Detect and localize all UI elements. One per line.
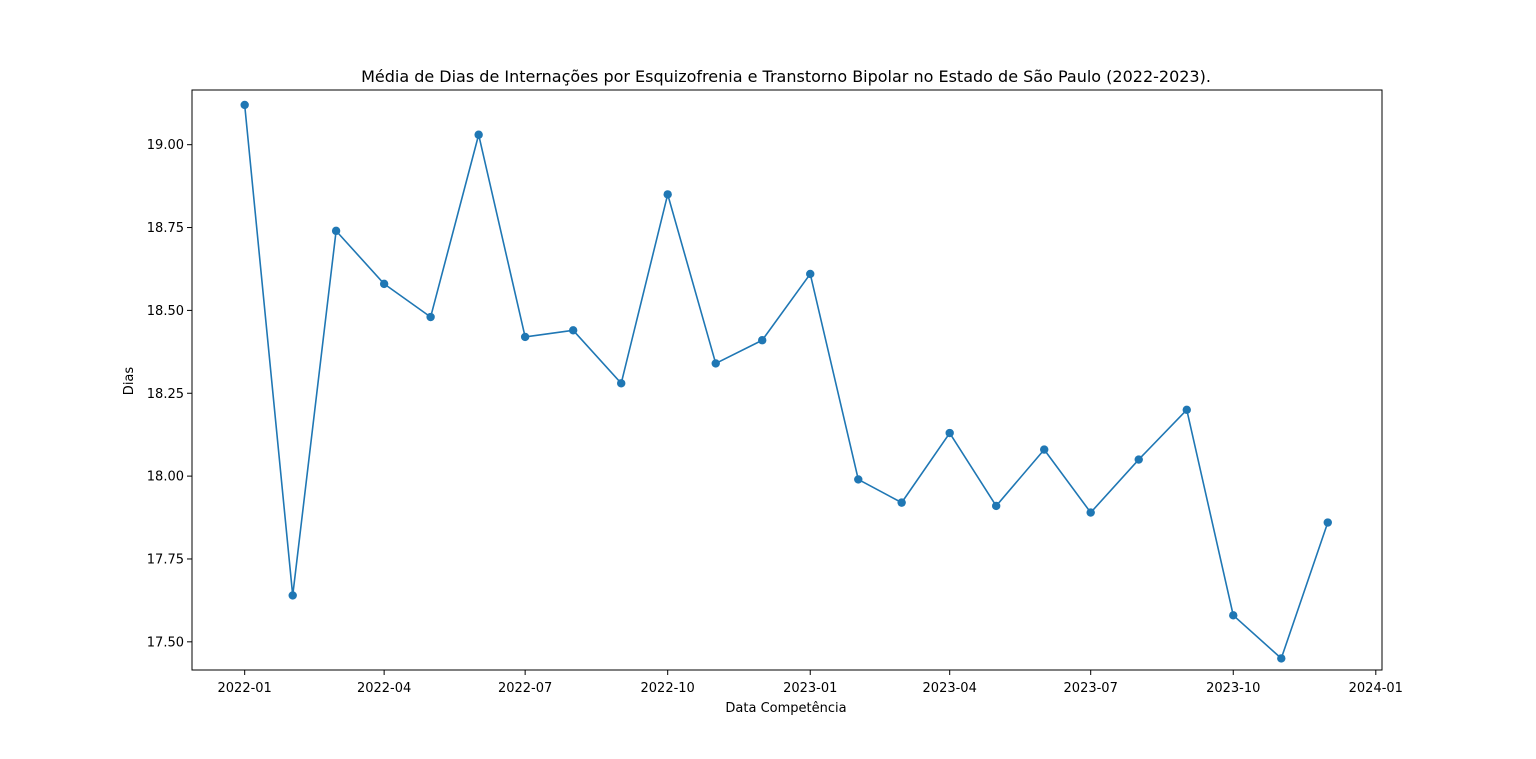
data-point [1134, 455, 1143, 464]
series-layer [240, 100, 1332, 663]
data-point [897, 498, 906, 507]
y-tick-label: 18.50 [147, 304, 184, 319]
x-tick-label: 2024-01 [1349, 681, 1403, 696]
y-tick-label: 19.00 [147, 138, 184, 153]
x-tick-label: 2022-07 [498, 681, 552, 696]
data-point [1277, 654, 1286, 663]
chart-title: Média de Dias de Internações por Esquizo… [361, 67, 1211, 86]
data-point [1182, 405, 1191, 415]
y-tick-label: 18.75 [147, 221, 184, 236]
series-line [243, 104, 1329, 660]
y-tick-label: 17.75 [147, 552, 184, 567]
data-point [1040, 445, 1049, 454]
data-point [1086, 508, 1095, 517]
data-point [758, 336, 767, 345]
x-tick-label: 2023-10 [1206, 681, 1260, 696]
x-tick-label: 2022-04 [357, 681, 411, 696]
data-point [379, 279, 389, 289]
y-axis-title: Dias [122, 367, 137, 396]
x-tick-label: 2022-01 [218, 681, 272, 696]
data-point [1323, 518, 1332, 527]
y-axis-ticks: 17.50 17.75 18.00 18.25 18.50 18.75 19.00 [147, 138, 192, 650]
data-point [474, 130, 483, 139]
data-point [945, 428, 954, 438]
data-point [854, 475, 863, 484]
data-point [663, 190, 672, 199]
data-point [991, 501, 1001, 511]
y-tick-label: 18.25 [147, 387, 184, 402]
data-point [288, 591, 297, 600]
plot-frame [191, 89, 1383, 671]
data-point [1229, 611, 1238, 620]
x-tick-label: 2022-10 [641, 681, 695, 696]
y-tick-label: 18.00 [147, 470, 184, 485]
data-point [806, 269, 815, 279]
data-point [568, 326, 578, 335]
data-point [520, 332, 530, 342]
x-tick-label: 2023-01 [783, 681, 837, 696]
y-tick-label: 17.50 [147, 635, 184, 650]
x-axis-ticks: 2022-01 2022-04 2022-07 2022-10 2023-01 2023-… [218, 670, 1403, 696]
x-axis-title: Data Competência [725, 701, 846, 716]
x-tick-label: 2023-04 [923, 681, 977, 696]
data-point [331, 226, 341, 236]
data-point [240, 100, 249, 110]
data-point [711, 359, 720, 368]
data-point [426, 312, 435, 322]
data-point [617, 379, 626, 388]
x-tick-label: 2023-07 [1064, 681, 1118, 696]
